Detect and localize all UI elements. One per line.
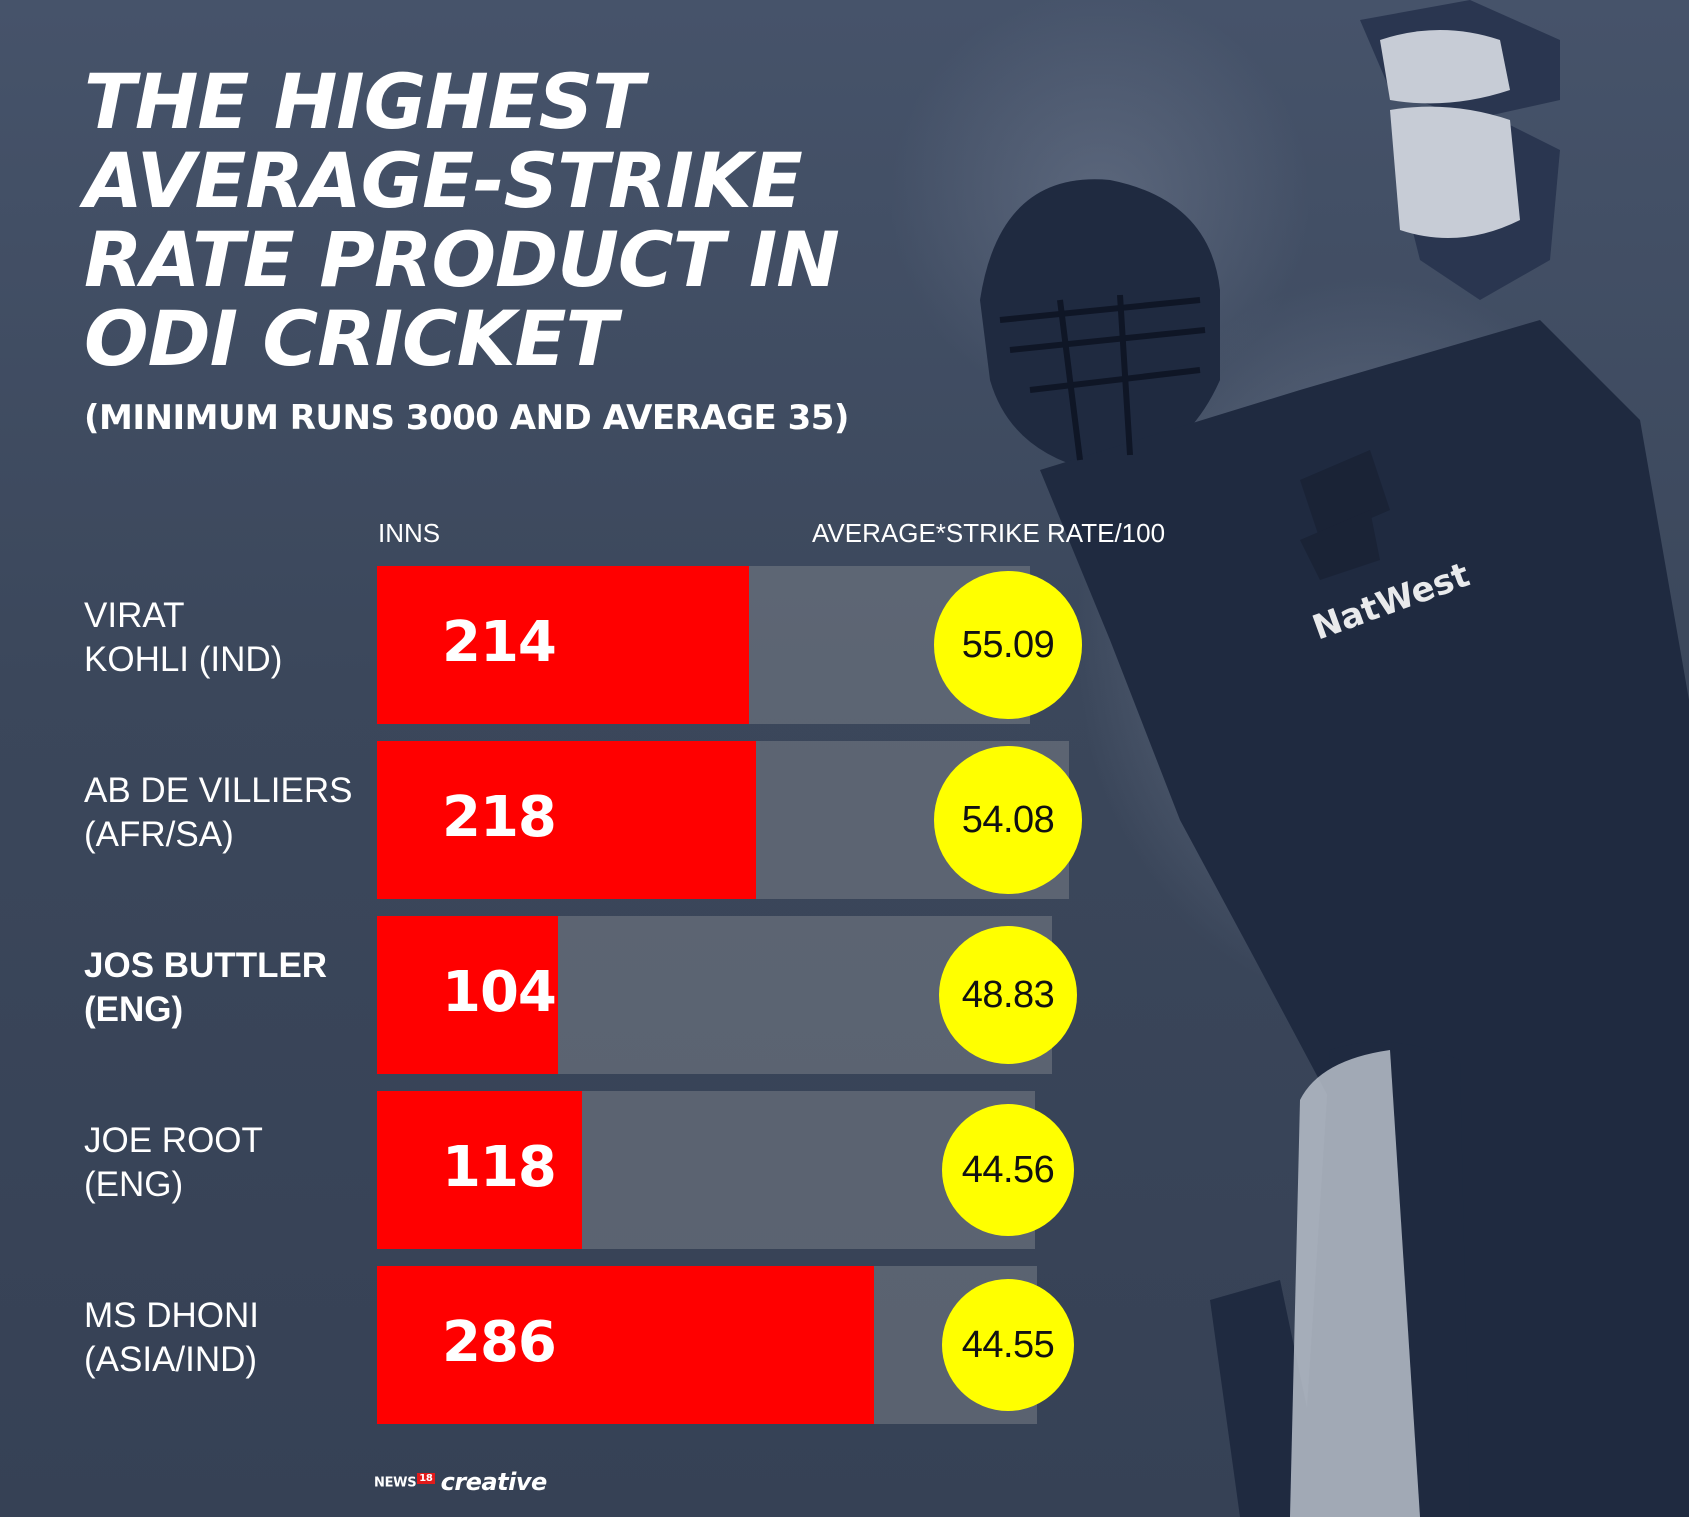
inns-value-label: 104 (442, 960, 557, 1025)
inns-bar (377, 566, 749, 724)
inns-value-label: 118 (442, 1135, 557, 1200)
player-name-line: VIRAT (84, 596, 185, 635)
inns-value-label: 286 (442, 1310, 557, 1375)
title-line: ODI CRICKET (84, 294, 617, 383)
inns-value-label: 214 (442, 610, 557, 675)
logo-brand-number: 18 (417, 1473, 435, 1485)
player-name-line: AB DE VILLIERS (84, 771, 353, 810)
chart-title: THE HIGHEST AVERAGE-STRIKE RATE PRODUCT … (84, 62, 984, 378)
player-label: VIRAT KOHLI (IND) (84, 594, 384, 682)
logo-brand: NEWS 18 (374, 1473, 435, 1491)
player-label: JOS BUTTLER (ENG) (84, 944, 384, 1032)
average-strike-rate-badge: 44.56 (942, 1104, 1074, 1236)
logo-brand-text: NEWS (374, 1475, 417, 1491)
chart-row: AB DE VILLIERS (AFR/SA) 218 54.08 (0, 741, 1689, 899)
chart-row: JOS BUTTLER (ENG) 104 48.83 (0, 916, 1689, 1074)
logo-word: creative (440, 1468, 548, 1496)
player-team-line: (ASIA/IND) (84, 1340, 258, 1379)
chart-subtitle: (MINIMUM RUNS 3000 AND AVERAGE 35) (84, 398, 849, 438)
inns-value-label: 218 (442, 785, 557, 850)
inns-bar (377, 741, 756, 899)
inns-bar (377, 916, 558, 1074)
player-team-line: (ENG) (84, 990, 184, 1029)
player-name-line: JOS BUTTLER (84, 946, 328, 985)
news18-creative-logo: NEWS 18 creative (374, 1468, 547, 1496)
title-line: AVERAGE-STRIKE (84, 136, 803, 225)
chart-row: VIRAT KOHLI (IND) 214 55.09 (0, 566, 1689, 724)
chart-row: JOE ROOT (ENG) 118 44.56 (0, 1091, 1689, 1249)
column-header-inns: INNS (378, 518, 441, 548)
player-label: JOE ROOT (ENG) (84, 1119, 384, 1207)
average-strike-rate-badge: 54.08 (934, 746, 1082, 894)
player-name-line: JOE ROOT (84, 1121, 263, 1160)
player-label: AB DE VILLIERS (AFR/SA) (84, 769, 384, 857)
player-team-line: (ENG) (84, 1165, 184, 1204)
column-header-average-strike-rate: AVERAGE*STRIKE RATE/100 (812, 518, 1166, 548)
title-line: THE HIGHEST (84, 57, 644, 146)
average-strike-rate-badge: 55.09 (934, 571, 1082, 719)
player-team-line: (AFR/SA) (84, 815, 234, 854)
title-line: RATE PRODUCT IN (84, 215, 840, 304)
player-label: MS DHONI (ASIA/IND) (84, 1294, 384, 1382)
inns-bar (377, 1091, 582, 1249)
average-strike-rate-badge: 48.83 (939, 926, 1077, 1064)
player-team-line: KOHLI (IND) (84, 640, 283, 679)
chart-row: MS DHONI (ASIA/IND) 286 44.55 (0, 1266, 1689, 1424)
average-strike-rate-badge: 44.55 (942, 1279, 1074, 1411)
inns-bar (377, 1266, 874, 1424)
player-name-line: MS DHONI (84, 1296, 259, 1335)
